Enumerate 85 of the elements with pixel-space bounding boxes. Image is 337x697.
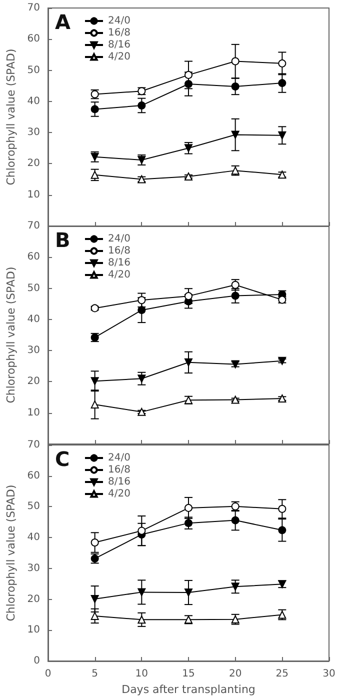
annotation: C: [55, 447, 70, 471]
y-tick-label: 20: [27, 594, 40, 605]
y-tick-label: 40: [27, 314, 40, 325]
point: [278, 526, 286, 534]
legend-label: 8/16: [108, 258, 130, 268]
y-tick-label: 50: [27, 64, 40, 76]
y-axis-title: Chlorophyll value (SPAD): [4, 48, 18, 186]
legend-label: 8/16: [108, 476, 130, 488]
legend-label: 8/16: [108, 40, 130, 50]
point: [184, 292, 192, 300]
y-tick-label: 30: [27, 345, 40, 356]
point: [231, 292, 240, 300]
point: [231, 57, 240, 66]
point: [138, 374, 146, 383]
x-axis-title: Days after transplanting: [122, 682, 256, 696]
y-axis-title: Chlorophyll value (SPAD): [4, 484, 18, 622]
point: [184, 519, 192, 528]
point: [278, 131, 286, 140]
x-tick-label: 30: [322, 668, 336, 680]
y-tick-label: 30: [27, 127, 40, 138]
legend-label: 24/0: [108, 452, 130, 464]
legend-label: 4/20: [108, 488, 130, 500]
legend-label: 16/8: [108, 246, 130, 256]
point: [90, 538, 99, 547]
point: [184, 144, 192, 152]
point: [184, 504, 192, 512]
y-tick-label: 0: [34, 656, 40, 666]
y-tick-label: 30: [27, 562, 40, 574]
point: [184, 588, 192, 596]
y-tick-label: 70: [27, 220, 40, 232]
y-tick-label: 40: [27, 532, 40, 544]
y-axis-title: Chlorophyll value (SPAD): [4, 266, 18, 404]
y-tick-label: 60: [27, 252, 40, 263]
legend-label: 24/0: [108, 16, 130, 26]
point: [90, 594, 99, 603]
point: [231, 82, 240, 90]
legend-label: 4/20: [108, 270, 130, 280]
point: [184, 358, 192, 366]
point: [138, 296, 146, 304]
x-tick-label: 20: [228, 668, 242, 680]
y-tick-label: 60: [27, 470, 40, 482]
x-tick-label: 0: [44, 668, 52, 680]
point: [184, 70, 192, 79]
y-tick-label: 70: [27, 2, 40, 14]
y-tick-label: 70: [27, 440, 40, 450]
point: [138, 306, 146, 314]
y-tick-label: 20: [27, 158, 40, 170]
y-tick-label: 40: [27, 96, 40, 107]
y-tick-label: 10: [27, 407, 40, 418]
point: [278, 394, 286, 403]
point: [184, 172, 192, 180]
point: [90, 105, 99, 114]
point: [184, 80, 192, 88]
point: [90, 377, 99, 386]
point: [138, 526, 146, 535]
x-tick-label: 25: [276, 668, 289, 680]
point: [231, 396, 240, 404]
point: [278, 504, 286, 513]
point: [231, 582, 240, 591]
point: [138, 408, 146, 416]
y-tick-label: 10: [27, 624, 40, 636]
point: [90, 400, 99, 408]
legend-label: 16/8: [108, 28, 130, 38]
annotation: A: [55, 10, 71, 34]
point: [138, 588, 146, 596]
y-tick-label: 10: [27, 189, 40, 200]
legend-label: 4/20: [108, 52, 130, 62]
y-tick-label: 50: [27, 501, 40, 512]
point: [231, 130, 240, 139]
x-tick-label: 15: [182, 668, 195, 680]
point: [278, 79, 286, 88]
legend-label: 24/0: [108, 234, 130, 244]
point: [90, 612, 99, 620]
x-tick-label: 5: [92, 668, 98, 680]
y-tick-label: 60: [27, 34, 40, 45]
point: [138, 616, 146, 624]
point: [138, 101, 146, 110]
annotation: B: [55, 228, 70, 252]
point: [90, 170, 99, 179]
x-tick-label: 10: [135, 668, 148, 680]
y-tick-label: 50: [27, 282, 40, 294]
point: [278, 59, 286, 68]
point: [231, 516, 240, 524]
y-tick-label: 20: [27, 376, 40, 388]
legend-label: 16/8: [108, 464, 130, 476]
